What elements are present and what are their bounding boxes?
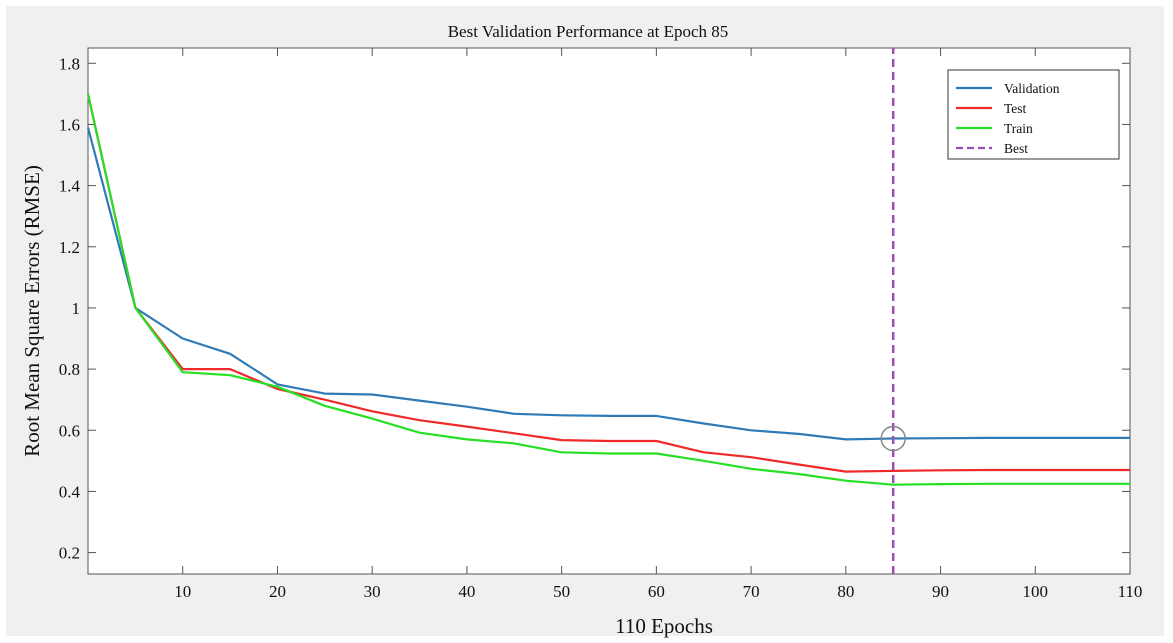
legend-label-test: Test (1004, 101, 1027, 116)
legend: Validation Test Train Best (947, 69, 1120, 160)
y-tick-label: 1.4 (59, 177, 81, 196)
y-tick-label: 1.6 (59, 115, 80, 134)
y-tick-label: 0.4 (59, 482, 81, 501)
x-tick-label: 70 (743, 582, 760, 601)
x-tick-label: 80 (837, 582, 854, 601)
x-tick-label: 20 (269, 582, 286, 601)
y-tick-label: 0.2 (59, 544, 80, 563)
legend-label-train: Train (1004, 121, 1033, 136)
best-point-marker (880, 425, 906, 452)
x-tick-label: 50 (553, 582, 570, 601)
series-line-validation (86, 127, 1130, 441)
legend-label-best: Best (1004, 141, 1028, 156)
x-tick-label: 30 (364, 582, 381, 601)
x-tick-label: 40 (458, 582, 475, 601)
y-tick-label: 1.8 (59, 54, 80, 73)
chart-title: Best Validation Performance at Epoch 85 (448, 22, 729, 41)
legend-box (947, 69, 1120, 160)
y-tick-label: 0.6 (59, 421, 80, 440)
y-tick-label: 0.8 (59, 360, 80, 379)
series-line-train (86, 93, 1130, 486)
x-axis-label: 110 Epochs (615, 614, 713, 638)
y-tick-label: 1.2 (59, 238, 80, 257)
legend-label-validation: Validation (1004, 81, 1060, 96)
x-tick-label: 60 (648, 582, 665, 601)
x-tick-label: 110 (1118, 582, 1143, 601)
axis-ticks: 10 20 30 40 50 60 70 80 90 100 110 0.2 0.4 0.6 0.8 1 1.2… (59, 48, 1143, 601)
x-tick-label: 10 (174, 582, 191, 601)
x-tick-label: 100 (1023, 582, 1049, 601)
series-lines (86, 48, 1130, 574)
x-tick-label: 90 (932, 582, 949, 601)
y-axis-label: Root Mean Square Errors (RMSE) (20, 165, 44, 457)
y-tick-label: 1 (72, 299, 81, 318)
